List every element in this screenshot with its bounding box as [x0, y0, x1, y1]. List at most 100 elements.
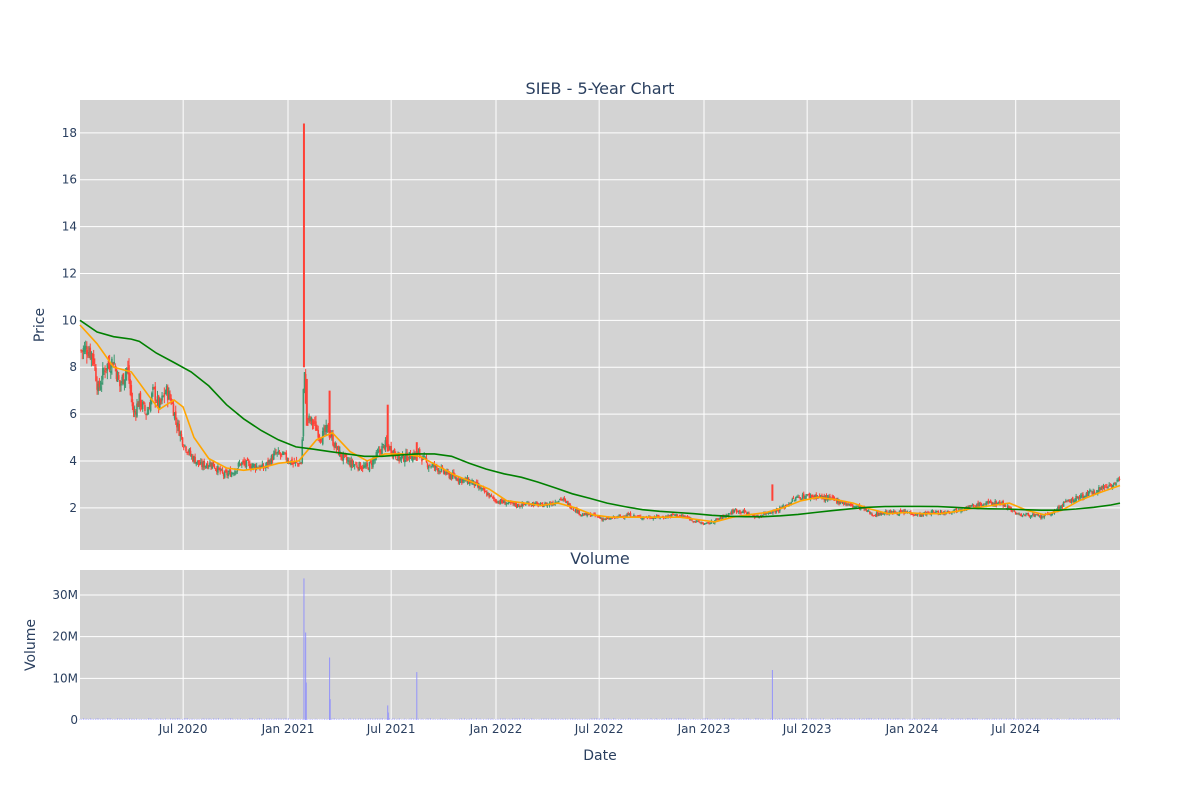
candle-body — [95, 367, 97, 381]
candle-body — [86, 349, 88, 355]
candle-body — [443, 471, 446, 474]
candle-body — [335, 445, 338, 450]
candle-body — [234, 470, 236, 475]
candle-body — [308, 415, 310, 419]
candle-body — [1032, 514, 1034, 515]
candle-body — [997, 502, 1000, 504]
candle-body — [307, 418, 309, 421]
candle-body — [672, 513, 675, 515]
candle-body — [287, 460, 290, 462]
volume-y-tick-label: 20M — [52, 630, 78, 644]
candle-body — [805, 495, 807, 499]
candle-body — [320, 441, 323, 443]
candle-body — [372, 459, 374, 468]
candle-body — [342, 453, 345, 461]
candle-body — [166, 387, 169, 401]
candle-body — [189, 450, 192, 456]
candle-body — [241, 462, 243, 465]
candle-body — [985, 502, 987, 506]
candle-body — [91, 353, 94, 358]
candle-body — [364, 466, 366, 467]
candle-body — [421, 458, 423, 462]
candle-body — [80, 350, 82, 352]
candle-body — [239, 463, 242, 466]
candle-body — [205, 465, 208, 468]
candle-body — [186, 452, 188, 453]
candle-body — [981, 505, 984, 507]
candle-body — [374, 457, 376, 461]
candle-body — [728, 513, 731, 515]
candle-body — [245, 460, 248, 467]
candle-body — [280, 453, 283, 455]
candle-body — [731, 510, 733, 515]
candle-body — [457, 479, 460, 482]
candle-body — [945, 513, 947, 515]
candle-body — [1102, 486, 1105, 488]
candle-body — [382, 444, 384, 445]
candle-body — [1008, 506, 1010, 508]
candle-body — [299, 463, 301, 464]
candle-body — [742, 510, 745, 513]
candle-body — [1021, 515, 1024, 517]
candle-body — [604, 518, 607, 520]
candle-body — [912, 514, 914, 516]
candle-body — [494, 499, 496, 501]
candle-body — [590, 515, 593, 517]
candle-body — [405, 452, 407, 459]
candle-body — [369, 461, 372, 463]
candle-body — [573, 510, 576, 512]
candle-body — [890, 510, 893, 513]
candle-body — [519, 506, 521, 508]
price-y-tick-label: 6 — [69, 407, 77, 421]
candle-body — [181, 437, 184, 446]
candle-body — [987, 500, 990, 504]
candle-body — [536, 502, 538, 504]
candle-body — [927, 512, 929, 514]
candle-body — [1106, 486, 1108, 489]
candle-body — [676, 514, 679, 517]
candle-body — [807, 494, 810, 496]
x-tick-label: Jul 2022 — [574, 722, 624, 736]
candle-body — [990, 501, 993, 505]
candle-body — [831, 496, 834, 498]
candle-body — [149, 399, 152, 411]
candle-body — [571, 508, 574, 510]
candle-body — [114, 365, 117, 368]
candle-body — [88, 352, 90, 356]
candle-body — [108, 362, 111, 370]
candle-body — [1012, 510, 1015, 512]
candle-body — [1078, 496, 1081, 498]
candle-body — [231, 473, 234, 474]
candle-body — [366, 463, 369, 467]
candle-body — [1074, 500, 1076, 502]
candle-body — [850, 503, 853, 506]
candle-body — [401, 453, 404, 458]
candle-body — [237, 463, 240, 467]
candle-body — [367, 467, 370, 470]
candle-body — [1004, 504, 1007, 507]
candle-body — [854, 506, 856, 508]
candle-body — [327, 423, 330, 433]
candle-body — [124, 372, 127, 381]
candle-body — [585, 513, 587, 516]
candle-body — [300, 462, 302, 464]
candle-body — [188, 449, 191, 453]
candle-body — [801, 494, 804, 499]
candle-body — [194, 456, 196, 464]
candle-body — [841, 503, 844, 505]
candle-body — [794, 497, 797, 501]
volume-gridlines — [80, 570, 1120, 721]
candle-body — [267, 460, 269, 465]
candle-body — [227, 473, 229, 476]
candle-body — [515, 504, 518, 507]
candle-body — [272, 453, 275, 460]
moving-average-short-line — [79, 324, 1121, 523]
candle-body — [978, 502, 981, 508]
candle-body — [539, 503, 542, 505]
candle-body — [1099, 487, 1101, 491]
candle-body — [1009, 507, 1011, 509]
candle-body — [437, 468, 439, 472]
candle-body — [568, 503, 570, 506]
candle-body — [147, 409, 150, 415]
candle-body — [764, 512, 766, 515]
